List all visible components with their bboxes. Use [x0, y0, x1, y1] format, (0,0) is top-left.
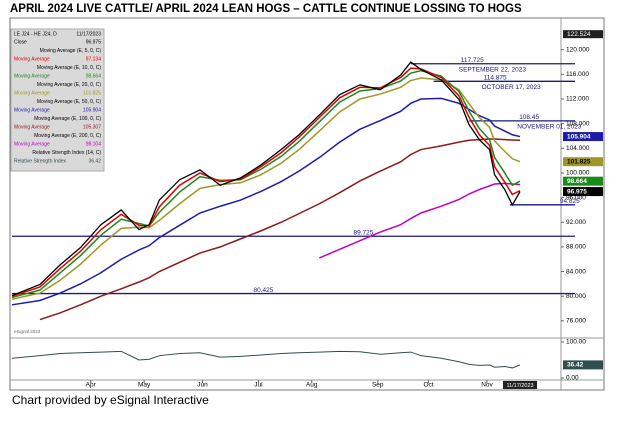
frame: [9, 17, 605, 391]
legend-name: Moving Average (E, 5, 0, C): [40, 48, 102, 54]
series-line: [11, 69, 521, 299]
level-value: 108.45: [519, 114, 539, 121]
series-line: [39, 138, 521, 321]
legend-name: Moving Average (E, 200, 0, C): [34, 133, 101, 139]
level-value: 94.825: [560, 198, 580, 205]
legend-label: Moving Average: [14, 56, 50, 62]
legend-label: Moving Average: [14, 124, 50, 130]
legend-value: 36.42: [88, 158, 101, 164]
rsi-last-box: [563, 360, 603, 370]
last-value-label: 98.664: [567, 178, 587, 185]
y-tick-label: 84.000: [566, 268, 586, 275]
series-line: [11, 61, 521, 297]
legend-value: 105.904: [83, 107, 101, 113]
last-value-box: [563, 132, 603, 142]
y-tick-label: 120.000: [566, 46, 590, 53]
y-tick-label: 108.000: [566, 120, 590, 127]
last-value-label: 105.904: [567, 133, 591, 140]
watermark: eSignal 2023: [14, 329, 41, 334]
x-tick-label: Jul: [254, 382, 263, 389]
chart-title: APRIL 2024 LIVE CATTLE/ APRIL 2024 LEAN …: [10, 3, 522, 15]
last-value-label: 96.975: [567, 188, 587, 195]
last-value-box: [563, 176, 603, 186]
level-value: 80.425: [254, 287, 274, 294]
legend-name: Moving Average (E, 50, 0, C): [37, 99, 101, 105]
legend-value: 98.664: [86, 73, 102, 79]
rsi-tick-label: 0.00: [566, 375, 579, 382]
legend-label: Relative Strength Index: [14, 158, 66, 164]
legend-value: 101.825: [83, 90, 101, 96]
rsi-tick-label: 100.00: [566, 339, 586, 346]
y-tick-label: 100.000: [566, 170, 590, 177]
legend-label: Moving Average: [14, 90, 50, 96]
date-label: 11/17/2023: [506, 383, 533, 389]
y-tick-label: 92.000: [566, 219, 586, 226]
y-tick-label: 80.000: [566, 293, 586, 300]
y-tick-label: 76.000: [566, 318, 586, 325]
date-box: [503, 381, 537, 389]
top-marker-label: 122.524: [567, 31, 591, 38]
legend-value: 105.307: [83, 124, 101, 130]
level-date: NOVEMBER 01, 2023: [517, 124, 582, 131]
legend-name: Moving Average (E, 20, 0, C): [37, 82, 101, 88]
y-tick-label: 116.000: [566, 71, 589, 78]
level-value: 114.875: [484, 75, 507, 82]
y-tick-label: 104.000: [566, 145, 590, 152]
legend-name: Relative Strength Index (14, C): [32, 150, 101, 156]
legend-label: Moving Average: [14, 73, 50, 79]
y-tick-label: 88.000: [566, 244, 586, 251]
x-tick-label: May: [138, 382, 151, 389]
legend-name: Moving Average (E, 100, 0, C): [34, 116, 101, 122]
legend-symbol: LE J24 - HE J24, D: [14, 31, 57, 37]
y-tick-label: 96.000: [566, 194, 586, 201]
rsi-line: [11, 350, 521, 369]
legend-value: 97.134: [86, 56, 102, 62]
x-tick-label: Aug: [306, 382, 318, 389]
x-tick-label: Nov: [481, 382, 493, 389]
legend-close: Close: [14, 39, 27, 45]
legend-value: 96.975: [86, 39, 102, 45]
legend-value: 98.104: [86, 141, 102, 147]
series-line: [11, 77, 521, 300]
last-value-box: [563, 157, 603, 167]
x-tick-label: Jun: [197, 382, 208, 389]
level-value: 117.725: [461, 57, 484, 64]
level-value: 89.725: [354, 229, 374, 236]
series-line: [319, 182, 521, 259]
y-tick-label: 112.000: [566, 96, 589, 103]
legend-label: Moving Average: [14, 141, 50, 147]
last-value-box: [563, 187, 603, 197]
x-tick-label: Sep: [372, 382, 384, 389]
legend-label: Moving Average: [14, 107, 50, 113]
level-date: SEPTEMBER 22, 2023: [459, 66, 527, 73]
last-value-label: 101.825: [567, 158, 591, 165]
legend-name: Moving Average (E, 10, 0, C): [37, 65, 101, 71]
x-tick-label: Apr: [86, 382, 97, 389]
footer: Chart provided by eSignal Interactive: [12, 393, 209, 407]
legend-date: 11/17/2023: [76, 31, 101, 37]
level-date: OCTOBER 17, 2023: [482, 84, 542, 91]
top-marker-box: [563, 30, 603, 39]
series-line: [11, 67, 521, 297]
legend-box: [10, 28, 105, 172]
x-tick-label: Oct: [423, 382, 433, 389]
rsi-last-label: 36.42: [567, 362, 584, 369]
